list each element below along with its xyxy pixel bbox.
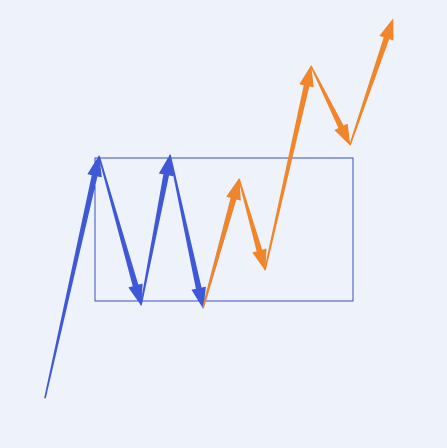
arrow-blue-3 bbox=[140, 154, 174, 306]
arrow-orange-2 bbox=[238, 178, 267, 271]
arrow-blue-1 bbox=[44, 155, 102, 399]
consolidation-range-box bbox=[94, 157, 354, 302]
arrow-orange-5 bbox=[349, 18, 394, 146]
arrow-orange-4 bbox=[310, 65, 351, 146]
zigzag-arrows bbox=[44, 18, 394, 399]
arrow-blue-4 bbox=[169, 154, 206, 309]
arrow-orange-1 bbox=[202, 178, 241, 309]
arrow-orange-3 bbox=[264, 65, 314, 271]
arrow-blue-2 bbox=[98, 155, 143, 306]
